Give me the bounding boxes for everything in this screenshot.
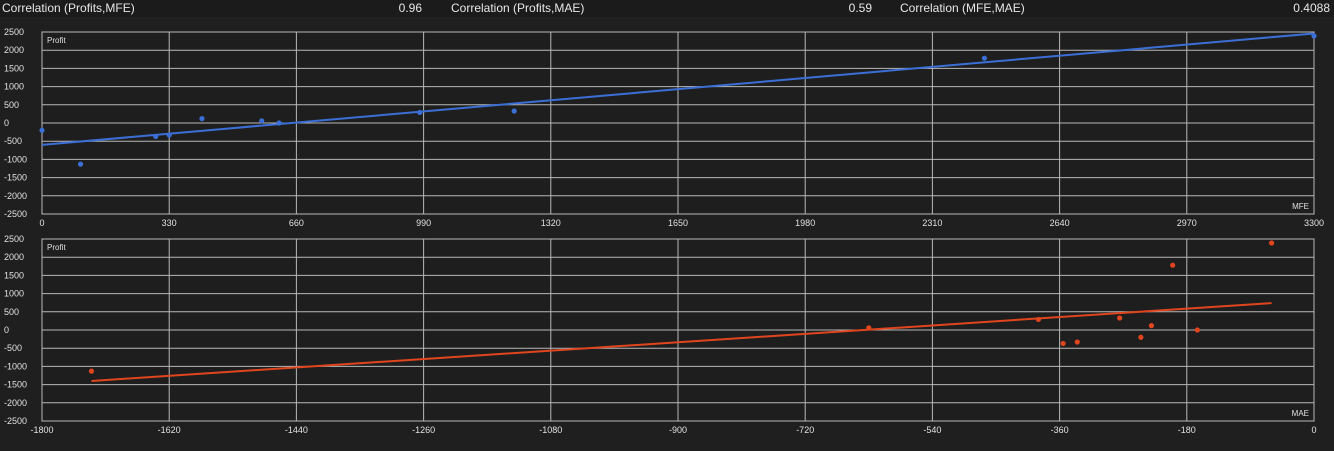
y-tick-label: -1000 [4,154,27,164]
data-point [166,132,172,138]
data-point [199,116,205,122]
y-tick-label: -2000 [4,398,27,408]
x-tick-label: 330 [162,218,177,228]
x-tick-label: -360 [1051,425,1069,435]
corr-mfe-mae-value: 0.4088 [1293,1,1330,15]
x-tick-label: 2310 [922,218,942,228]
x-tick-label: -1800 [30,425,53,435]
x-tick-label: 990 [416,218,431,228]
x-tick-label: -1440 [285,425,308,435]
x-axis-label: MAE [1292,409,1309,418]
data-point [276,120,282,126]
y-tick-label: -2500 [4,416,27,426]
data-point [1074,339,1080,345]
x-tick-label: -720 [796,425,814,435]
y-tick-label: 0 [4,325,9,335]
correlation-header: Correlation (Profits,MFE) 0.96 Correlati… [0,0,1334,17]
data-point [1117,315,1123,321]
y-tick-label: 1500 [4,63,24,73]
trend-line [91,302,1272,382]
y-tick-label: 500 [4,100,19,110]
x-tick-label: 1320 [541,218,561,228]
corr-mfe-label: Correlation (Profits,MFE) [2,1,135,15]
data-point [981,55,988,61]
x-tick-label: 0 [39,218,44,228]
y-tick-label: -2000 [4,191,27,201]
x-tick-label: 2970 [1177,218,1197,228]
x-tick-label: -1080 [539,425,562,435]
x-tick-label: -180 [1178,425,1196,435]
data-point [1194,327,1200,333]
y-tick-label: -500 [4,136,22,146]
data-point [39,127,45,133]
x-tick-label: -540 [923,425,941,435]
x-tick-label: 0 [1311,425,1316,435]
data-point [1269,240,1275,246]
y-tick-label: 500 [4,307,19,317]
y-tick-label: -1500 [4,173,27,183]
y-tick-label: 2500 [4,234,24,244]
data-point [88,368,95,374]
data-point [77,161,84,167]
data-point [511,108,517,114]
data-point [866,325,872,331]
x-tick-label: -900 [669,425,687,435]
data-point [259,118,265,124]
data-point [153,133,159,140]
y-tick-label: 1000 [4,289,24,299]
data-point [1138,334,1144,340]
x-tick-label: -1620 [158,425,181,435]
x-tick-label: -1260 [412,425,435,435]
data-point [1035,316,1041,323]
x-tick-label: 2640 [1050,218,1070,228]
y-tick-label: -1500 [4,380,27,390]
chart-mae: 2500 2000 1500 1000 500 0 -500 -1000 -1500 -2000 -… [4,234,1317,435]
y-tick-label: 2000 [4,252,24,262]
chart-mfe: 2500 2000 1500 1000 500 0 -500 -1000 -1500 -2000 -… [4,27,1324,228]
y-tick-label: 2000 [4,45,24,55]
y-axis-label: Profit [47,36,66,45]
x-tick-label: 660 [289,218,304,228]
y-axis-label: Profit [47,243,66,252]
y-tick-label: 0 [4,118,9,128]
y-tick-label: -1000 [4,361,27,371]
data-point [1170,262,1176,268]
corr-mfe-mae-label: Correlation (MFE,MAE) [900,1,1025,15]
y-tick-label: 2500 [4,27,24,37]
corr-mfe-value: 0.96 [398,1,422,15]
x-tick-label: 3300 [1304,218,1324,228]
data-point [1060,340,1066,347]
y-tick-label: -500 [4,343,22,353]
data-point [417,109,423,116]
x-tick-label: 1980 [795,218,815,228]
y-tick-label: -2500 [4,209,27,219]
trend-line [41,32,1315,146]
y-tick-label: 1500 [4,270,24,280]
corr-mae-label: Correlation (Profits,MAE) [451,1,585,15]
data-point [1311,33,1317,39]
x-axis-label: MFE [1292,202,1309,211]
y-tick-label: 1000 [4,82,24,92]
data-point [1148,323,1155,329]
corr-mae-value: 0.59 [848,1,872,15]
x-tick-label: 1650 [668,218,688,228]
